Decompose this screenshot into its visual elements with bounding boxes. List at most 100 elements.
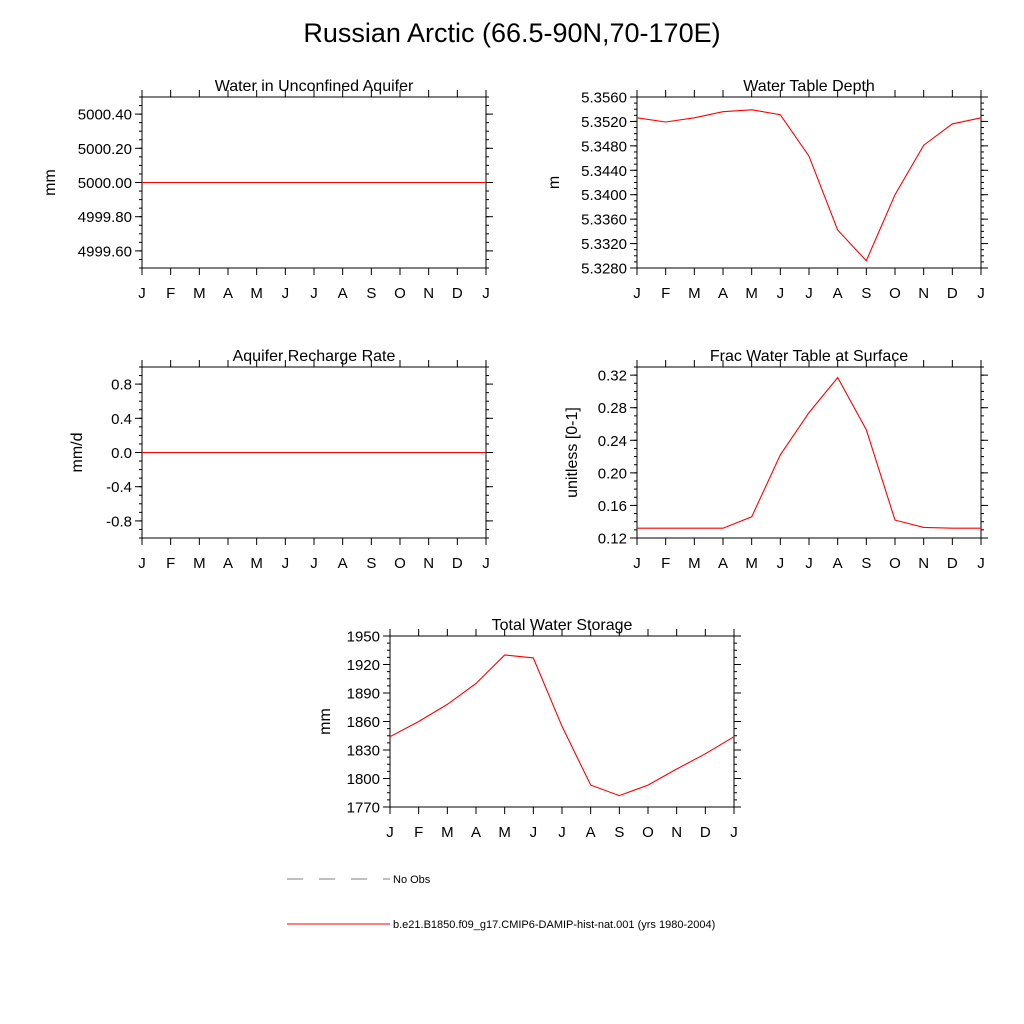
frac-water-table-ytick-label: 0.32 — [598, 368, 627, 385]
total-water-storage-ytick-label: 1860 — [347, 714, 380, 731]
total-water-storage-ytick-label: 1800 — [347, 771, 380, 788]
water-in-aquifer-xtick-label: J — [482, 285, 490, 302]
total-water-storage-xtick-label: S — [614, 824, 624, 841]
frac-water-table-ytick-label: 0.16 — [598, 498, 627, 515]
frac-water-table-xtick-label: S — [861, 555, 871, 572]
water-table-depth-ytick-label: 5.3320 — [581, 236, 627, 253]
frac-water-table-xtick-label: M — [745, 555, 758, 572]
total-water-storage-ytick-label: 1770 — [347, 800, 380, 817]
aquifer-recharge-rate-xtick-label: J — [282, 555, 290, 572]
total-water-storage-xtick-label: N — [671, 824, 682, 841]
frac-water-table-xtick-label: N — [918, 555, 929, 572]
water-table-depth-xtick-label: N — [918, 285, 929, 302]
figure-title: Russian Arctic (66.5-90N,70-170E) — [303, 18, 721, 48]
water-table-depth-xtick-label: M — [745, 285, 758, 302]
water-table-depth-title: Water Table Depth — [743, 78, 875, 95]
aquifer-recharge-rate-xtick-label: M — [250, 555, 263, 572]
water-in-aquifer-ytick-label: 5000.40 — [78, 107, 132, 124]
legend-model-label: b.e21.B1850.f09_g17.CMIP6-DAMIP-hist-nat… — [393, 919, 715, 931]
water-table-depth-xtick-label: M — [688, 285, 701, 302]
water-table-depth-xtick-label: D — [947, 285, 958, 302]
aquifer-recharge-rate-title: Aquifer Recharge Rate — [233, 348, 396, 365]
total-water-storage-xtick-label: J — [386, 824, 394, 841]
water-in-aquifer-xtick-label: J — [310, 285, 318, 302]
water-table-depth-ytick-label: 5.3400 — [581, 187, 627, 204]
frac-water-table-xtick-label: M — [688, 555, 701, 572]
aquifer-recharge-rate-xtick-label: S — [366, 555, 376, 572]
water-in-aquifer-title: Water in Unconfined Aquifer — [215, 78, 414, 95]
water-in-aquifer-ylabel: mm — [42, 169, 59, 196]
water-in-aquifer-xtick-label: N — [423, 285, 434, 302]
aquifer-recharge-rate-xtick-label: M — [193, 555, 206, 572]
water-in-aquifer-ytick-label: 4999.80 — [78, 209, 132, 226]
total-water-storage-xtick-label: J — [558, 824, 566, 841]
water-in-aquifer-xtick-label: A — [223, 285, 233, 302]
water-table-depth-xtick-label: J — [777, 285, 785, 302]
water-table-depth-xtick-label: A — [718, 285, 728, 302]
frac-water-table-xtick-label: J — [777, 555, 785, 572]
aquifer-recharge-rate-xtick-label: A — [223, 555, 233, 572]
water-table-depth-xtick-label: A — [833, 285, 843, 302]
water-table-depth-frame — [636, 96, 982, 269]
water-in-aquifer-xtick-label: S — [366, 285, 376, 302]
total-water-storage-xtick-label: O — [642, 824, 654, 841]
total-water-storage-xtick-label: J — [730, 824, 738, 841]
water-table-depth-ytick-label: 5.3360 — [581, 212, 627, 229]
aquifer-recharge-rate-xtick-label: A — [338, 555, 348, 572]
water-table-depth-ylabel: m — [546, 176, 563, 189]
water-in-aquifer-xtick-label: O — [394, 285, 406, 302]
total-water-storage-xtick-label: M — [498, 824, 511, 841]
water-table-depth-xtick-label: J — [977, 285, 985, 302]
frac-water-table-title: Frac Water Table at Surface — [710, 348, 908, 365]
frac-water-table-xtick-label: F — [661, 555, 670, 572]
water-table-depth-xtick-label: J — [633, 285, 641, 302]
aquifer-recharge-rate-ytick-label: 0.4 — [111, 411, 132, 428]
frac-water-table-xtick-label: O — [889, 555, 901, 572]
frac-water-table-xtick-label: J — [977, 555, 985, 572]
total-water-storage-ytick-label: 1890 — [347, 686, 380, 703]
total-water-storage-frame — [389, 635, 735, 808]
total-water-storage-xtick-label: M — [441, 824, 454, 841]
total-water-storage-ytick-label: 1920 — [347, 657, 380, 674]
frac-water-table-frame — [636, 366, 982, 539]
legend-obs-label: No Obs — [393, 874, 431, 886]
aquifer-recharge-rate-ytick-label: -0.8 — [106, 513, 132, 530]
total-water-storage-ylabel: mm — [317, 708, 334, 735]
aquifer-recharge-rate-xtick-label: N — [423, 555, 434, 572]
frac-water-table-xtick-label: A — [833, 555, 843, 572]
water-table-depth-series-line — [636, 109, 982, 262]
frac-water-table-ytick-label: 0.12 — [598, 531, 627, 548]
frac-water-table-series-line — [637, 376, 981, 529]
water-table-depth-ytick-label: 5.3440 — [581, 163, 627, 180]
water-table-depth-xtick-label: F — [661, 285, 670, 302]
water-in-aquifer-xtick-label: A — [338, 285, 348, 302]
total-water-storage-title: Total Water Storage — [492, 617, 633, 634]
total-water-storage-ytick-label: 1830 — [347, 743, 380, 760]
total-water-storage-xtick-label: F — [414, 824, 423, 841]
aquifer-recharge-rate-ylabel: mm/d — [69, 433, 86, 473]
aquifer-recharge-rate-ytick-label: -0.4 — [106, 479, 132, 496]
water-in-aquifer-xtick-label: M — [193, 285, 206, 302]
water-table-depth-ytick-label: 5.3520 — [581, 114, 627, 131]
legend: No Obs b.e21.B1850.f09_g17.CMIP6-DAMIP-h… — [287, 874, 715, 931]
aquifer-recharge-rate-ytick-label: 0.0 — [111, 445, 132, 462]
total-water-storage-xtick-label: J — [530, 824, 538, 841]
total-water-storage-ytick-label: 1950 — [347, 629, 380, 646]
water-table-depth-ytick-label: 5.3560 — [581, 90, 627, 107]
frac-water-table-ytick-label: 0.20 — [598, 465, 627, 482]
aquifer-recharge-rate-xtick-label: F — [166, 555, 175, 572]
water-table-depth-ytick-label: 5.3280 — [581, 261, 627, 278]
water-in-aquifer-ytick-label: 4999.60 — [78, 243, 132, 260]
aquifer-recharge-rate-ytick-label: 0.8 — [111, 377, 132, 394]
water-table-depth-xtick-label: O — [889, 285, 901, 302]
aquifer-recharge-rate-xtick-label: J — [310, 555, 318, 572]
water-in-aquifer-ytick-label: 5000.20 — [78, 141, 132, 158]
total-water-storage-xtick-label: A — [471, 824, 481, 841]
frac-water-table-ytick-label: 0.28 — [598, 400, 627, 417]
aquifer-recharge-rate-xtick-label: D — [452, 555, 463, 572]
